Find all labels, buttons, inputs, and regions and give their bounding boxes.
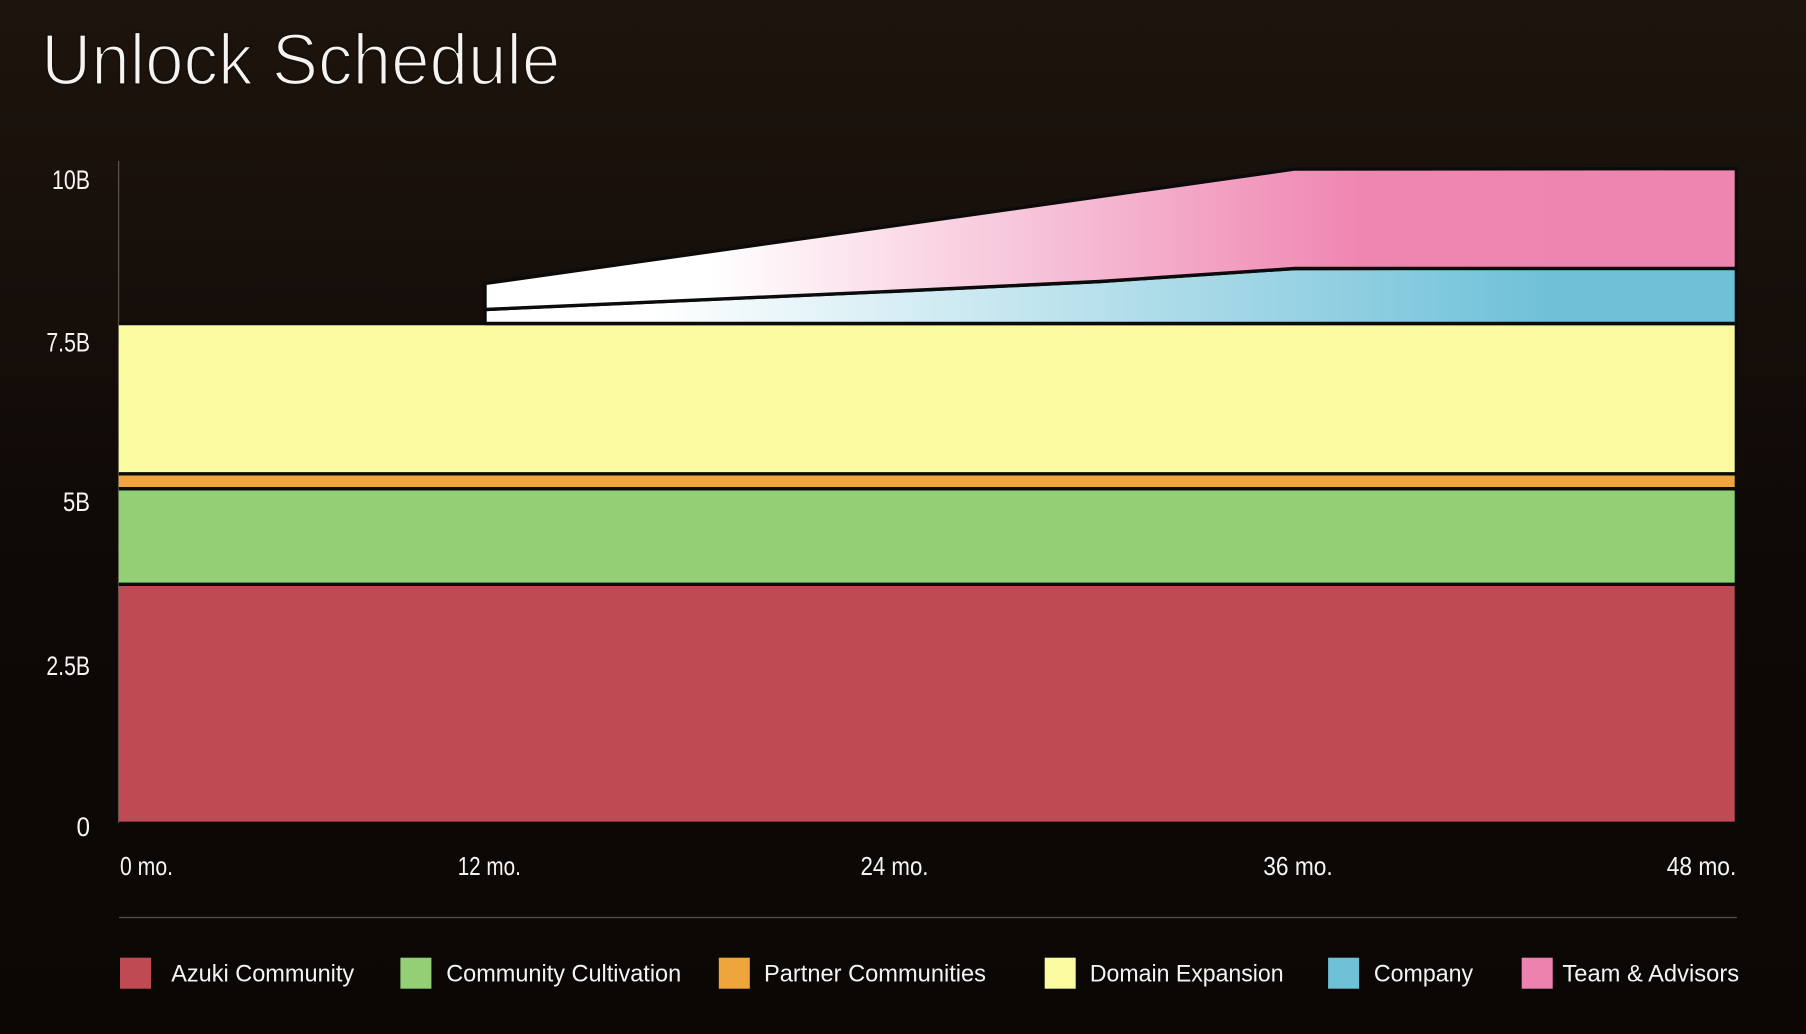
svg-text:36 mo.: 36 mo. [1263,851,1333,881]
svg-text:24 mo.: 24 mo. [861,851,929,881]
svg-text:Azuki Community: Azuki Community [171,961,355,988]
svg-text:Domain Expansion: Domain Expansion [1090,961,1284,988]
svg-text:Company: Company [1374,961,1474,988]
svg-text:2.5B: 2.5B [46,651,90,681]
svg-text:Partner Communities: Partner Communities [764,961,986,988]
svg-text:Unlock Schedule: Unlock Schedule [41,20,560,100]
svg-text:7.5B: 7.5B [46,328,90,358]
svg-text:Team & Advisors: Team & Advisors [1562,961,1739,988]
svg-text:Community Cultivation: Community Cultivation [446,961,681,988]
svg-text:12 mo.: 12 mo. [458,851,521,881]
svg-text:48 mo.: 48 mo. [1667,851,1737,881]
svg-text:5B: 5B [63,487,90,517]
svg-text:10B: 10B [52,165,90,195]
svg-text:0: 0 [77,812,91,842]
svg-text:0 mo.: 0 mo. [120,851,173,881]
